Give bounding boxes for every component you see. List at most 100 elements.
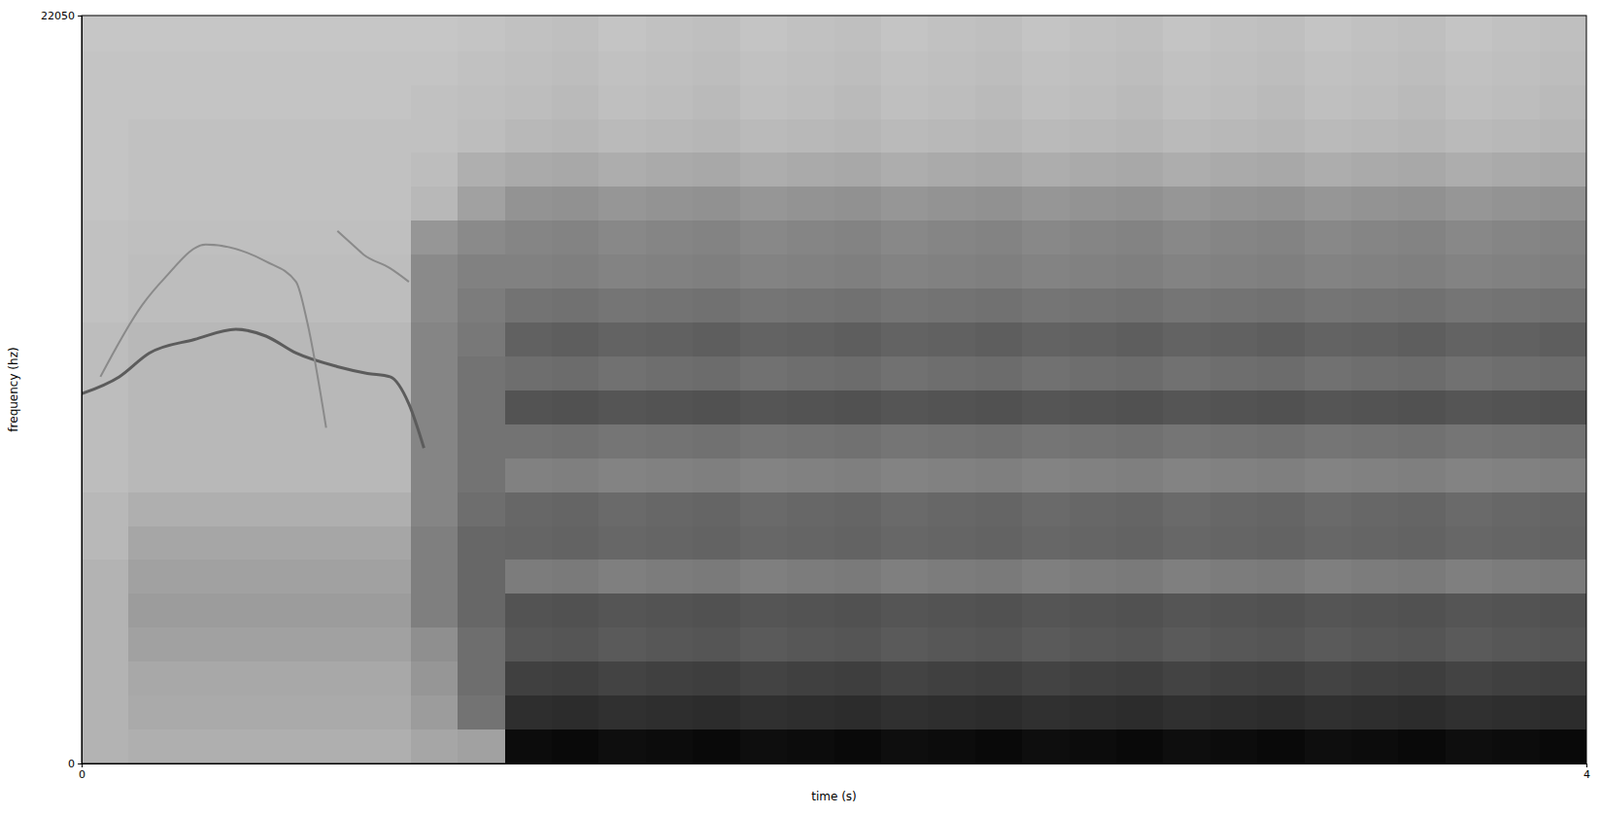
heatmap-cell — [786, 322, 834, 357]
heatmap-cell — [927, 729, 975, 764]
heatmap-cell — [1069, 15, 1117, 52]
heatmap-cell — [410, 661, 458, 696]
heatmap-cell — [175, 356, 223, 391]
heatmap-cell — [1351, 593, 1398, 628]
heatmap-cell — [1397, 322, 1445, 357]
heatmap-cell — [1351, 85, 1398, 120]
heatmap-cell — [927, 51, 975, 86]
heatmap-cell — [598, 526, 646, 561]
heatmap-cell — [786, 356, 834, 391]
heatmap-cell — [1492, 322, 1539, 357]
heatmap-cell — [881, 254, 928, 289]
heatmap-cell — [1210, 593, 1258, 628]
heatmap-cell — [1492, 390, 1539, 425]
heatmap-cell — [740, 661, 787, 696]
heatmap-cell — [1539, 729, 1587, 764]
heatmap-cell — [834, 526, 882, 561]
heatmap-cell — [1492, 220, 1539, 255]
heatmap-cell — [457, 15, 505, 52]
y-tick-label: 22050 — [40, 9, 75, 23]
heatmap-cell — [1021, 15, 1069, 52]
heatmap-cell — [410, 492, 458, 527]
heatmap-cell — [1492, 152, 1539, 187]
heatmap-cell — [740, 559, 787, 594]
heatmap-cell — [457, 390, 505, 425]
y-tick: 0 — [68, 757, 82, 771]
heatmap-cell — [457, 627, 505, 662]
heatmap-cell — [222, 526, 270, 561]
heatmap-cell — [128, 51, 175, 86]
heatmap-cell — [222, 559, 270, 594]
heatmap-cell — [1397, 593, 1445, 628]
heatmap-cell — [881, 424, 928, 459]
heatmap-cell — [975, 424, 1022, 459]
heatmap-cell — [316, 458, 364, 493]
x-tick-label: 4 — [1583, 768, 1591, 782]
heatmap-cell — [457, 729, 505, 764]
heatmap-cell — [1351, 661, 1398, 696]
heatmap-cell — [505, 390, 552, 425]
heatmap-cell — [1162, 322, 1210, 357]
heatmap-cell — [1021, 627, 1069, 662]
heatmap-cell — [551, 424, 599, 459]
heatmap-cell — [175, 661, 223, 696]
heatmap-cell — [1116, 220, 1163, 255]
heatmap-cell — [270, 288, 317, 323]
heatmap-cell — [927, 152, 975, 187]
plot-frame — [81, 15, 1587, 764]
heatmap-cell — [646, 559, 693, 594]
heatmap-cell — [598, 458, 646, 493]
heatmap-cell — [1304, 390, 1352, 425]
heatmap-cell — [881, 288, 928, 323]
heatmap-cell — [1210, 322, 1258, 357]
heatmap-cell — [363, 729, 410, 764]
heatmap-cell — [1445, 526, 1493, 561]
heatmap-cell — [740, 627, 787, 662]
heatmap-cell — [1539, 288, 1587, 323]
heatmap-cell — [270, 15, 317, 52]
heatmap-cell — [692, 424, 740, 459]
heatmap-cell — [692, 492, 740, 527]
heatmap-cell — [363, 559, 410, 594]
heatmap-cell — [834, 51, 882, 86]
heatmap-cell — [1069, 593, 1117, 628]
heatmap-cell — [1116, 85, 1163, 120]
heatmap-cell — [270, 559, 317, 594]
heatmap-cell — [786, 627, 834, 662]
heatmap-cell — [175, 119, 223, 154]
heatmap-cell — [1304, 15, 1352, 52]
heatmap-cell — [81, 424, 129, 459]
heatmap-cell — [1162, 220, 1210, 255]
heatmap-cell — [598, 390, 646, 425]
heatmap-cell — [1492, 695, 1539, 730]
heatmap-cell — [1397, 254, 1445, 289]
heatmap-cell — [1445, 424, 1493, 459]
heatmap-cell — [505, 51, 552, 86]
heatmap-cell — [834, 729, 882, 764]
heatmap-cell — [1210, 288, 1258, 323]
heatmap-cell — [740, 85, 787, 120]
heatmap-cell — [505, 627, 552, 662]
heatmap-cell — [1492, 729, 1539, 764]
heatmap-cell — [1539, 458, 1587, 493]
heatmap-cell — [1351, 695, 1398, 730]
heatmap-cell — [1162, 254, 1210, 289]
heatmap-cell — [316, 119, 364, 154]
heatmap-cell — [410, 152, 458, 187]
heatmap-cell — [1445, 254, 1493, 289]
trace-line — [81, 329, 424, 448]
heatmap-cell — [1539, 119, 1587, 154]
heatmap-cell — [975, 661, 1022, 696]
heatmap-cell — [1162, 593, 1210, 628]
heatmap-cell — [646, 695, 693, 730]
heatmap-cell — [363, 322, 410, 357]
heatmap-cell — [1116, 288, 1163, 323]
x-axis: 04 — [78, 763, 1591, 782]
heatmap-cell — [1021, 152, 1069, 187]
heatmap-cell — [128, 152, 175, 187]
heatmap-cell — [1069, 458, 1117, 493]
heatmap-cell — [457, 288, 505, 323]
heatmap-cell — [927, 559, 975, 594]
heatmap-cell — [646, 526, 693, 561]
heatmap-cell — [834, 15, 882, 52]
